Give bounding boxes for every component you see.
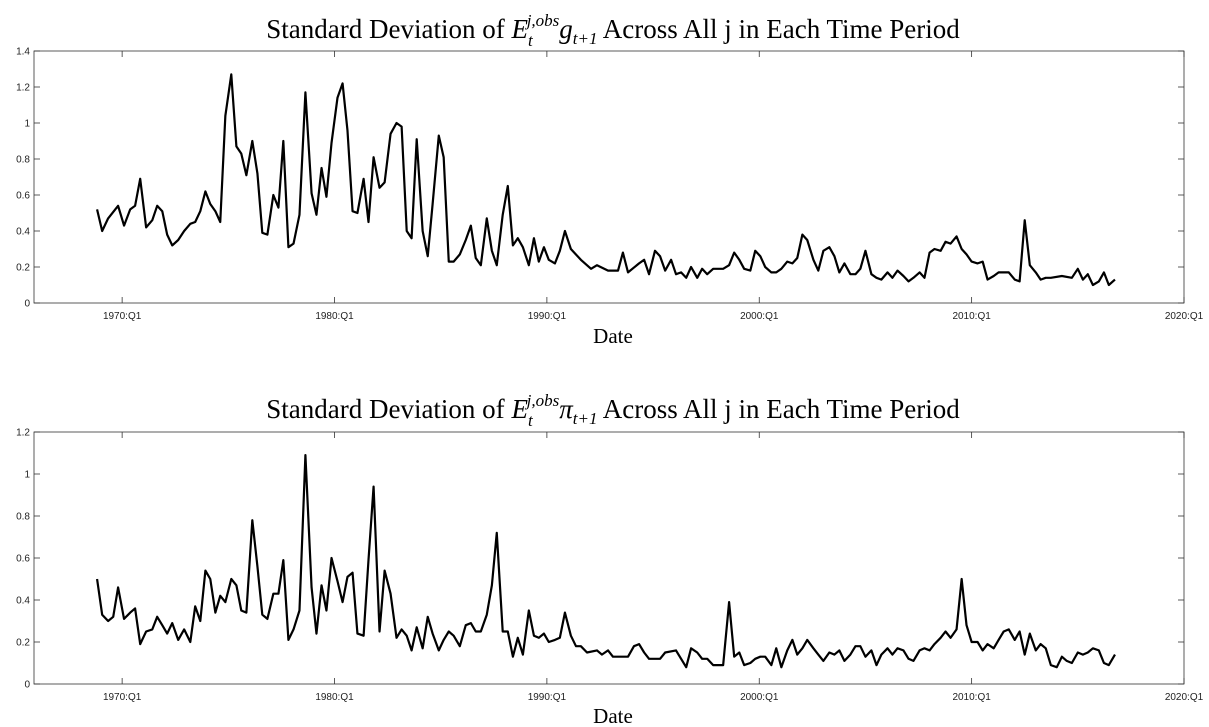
chart-title: Standard Deviation of Etj,obsπt+1 Across… [266, 391, 960, 430]
title-text: Standard Deviation of [266, 14, 511, 44]
y-tick-label: 0.8 [16, 512, 30, 523]
title-subscript: t+1 [573, 409, 598, 428]
y-tick-label: 0.2 [16, 263, 30, 274]
x-tick-label: 1970:Q1 [103, 692, 142, 703]
data-line [95, 454, 1116, 669]
title-subscript: t [528, 411, 534, 430]
y-tick-label: 0.8 [16, 155, 30, 166]
x-axis-label: Date [593, 324, 633, 348]
y-tick-label: 1.2 [16, 428, 30, 439]
y-tick-label: 0.6 [16, 191, 30, 202]
x-tick-label: 2000:Q1 [740, 311, 779, 322]
x-tick-label: 1970:Q1 [103, 311, 142, 322]
title-symbol: E [510, 14, 528, 44]
title-superscript: j,obs [525, 391, 560, 410]
plot-frame [33, 50, 1185, 304]
title-text: Across All j in Each Time Period [597, 14, 960, 44]
title-text: Standard Deviation of [266, 394, 511, 424]
x-tick-label: 1980:Q1 [315, 311, 354, 322]
title-subscript: t [528, 31, 534, 50]
x-tick-label: 2010:Q1 [952, 311, 991, 322]
y-tick-label: 0.4 [16, 227, 30, 238]
title-symbol: π [559, 394, 574, 424]
x-tick-label: 2010:Q1 [952, 692, 991, 703]
x-tick-label: 1980:Q1 [315, 692, 354, 703]
y-tick-label: 0.6 [16, 554, 30, 565]
data-line [95, 73, 1116, 287]
x-tick-label: 2020:Q1 [1165, 692, 1204, 703]
x-tick-label: 2020:Q1 [1165, 311, 1204, 322]
title-symbol: E [510, 394, 528, 424]
y-tick-label: 1 [24, 119, 30, 130]
plot-frame [33, 431, 1185, 685]
x-tick-label: 1990:Q1 [528, 311, 567, 322]
title-text: Across All j in Each Time Period [598, 394, 961, 424]
y-tick-label: 0.2 [16, 638, 30, 649]
y-tick-label: 1 [24, 470, 30, 481]
chart-title: Standard Deviation of Etj,obsgt+1 Across… [266, 11, 960, 50]
x-axis-label: Date [593, 704, 633, 727]
title-symbol: g [559, 14, 573, 44]
title-superscript: j,obs [525, 11, 560, 30]
x-tick-label: 2000:Q1 [740, 692, 779, 703]
y-tick-label: 1.2 [16, 83, 30, 94]
y-tick-label: 0 [24, 680, 30, 691]
y-tick-label: 1.4 [16, 47, 30, 58]
title-subscript: t+1 [573, 29, 598, 48]
y-tick-label: 0.4 [16, 596, 30, 607]
x-tick-label: 1990:Q1 [528, 692, 567, 703]
y-tick-label: 0 [24, 299, 30, 310]
